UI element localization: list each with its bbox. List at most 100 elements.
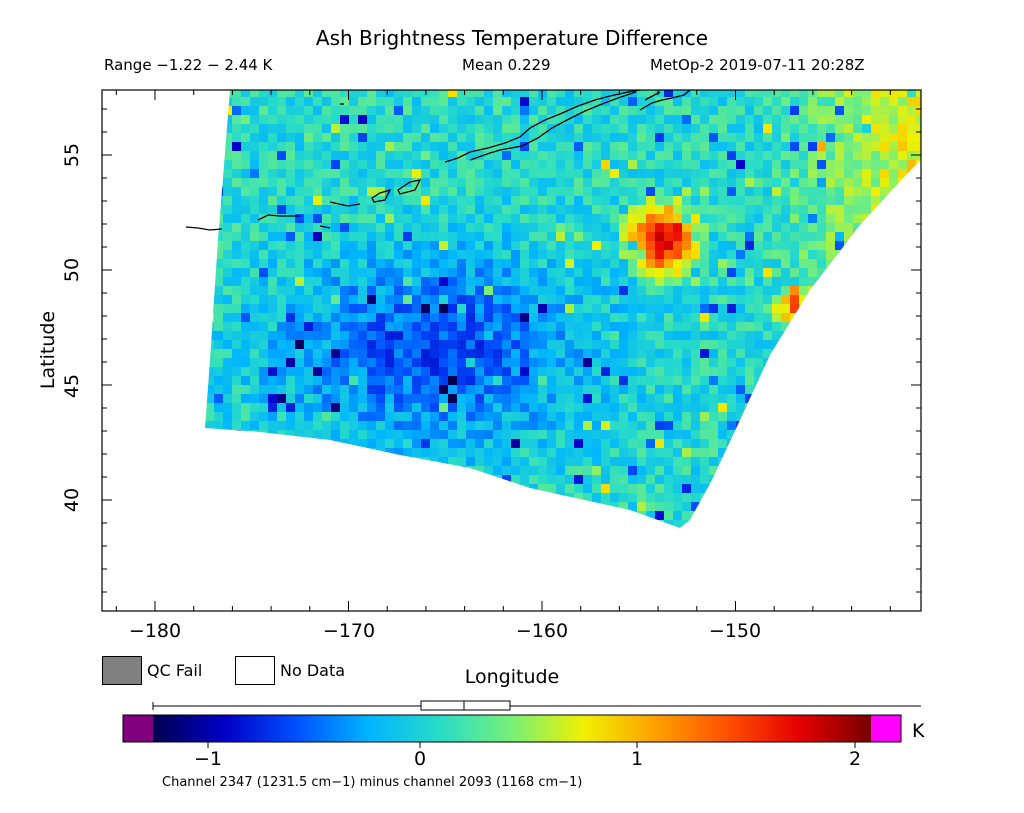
x-axis-label: Longitude [464, 666, 560, 688]
swath-pixel [313, 376, 322, 385]
swath-pixel [754, 133, 763, 142]
swath-pixel [277, 313, 286, 322]
swath-pixel [358, 412, 367, 421]
swath-pixel [655, 376, 664, 385]
swath-pixel [484, 385, 493, 394]
swath-pixel [601, 286, 610, 295]
swath-pixel [736, 376, 745, 385]
swath-pixel [673, 421, 682, 430]
swath-pixel [754, 160, 763, 169]
swath-pixel [529, 304, 538, 313]
swath-pixel [628, 196, 637, 205]
swath-pixel [502, 277, 511, 286]
swath-pixel [484, 403, 493, 412]
swath-pixel [493, 169, 502, 178]
swath-pixel [331, 90, 340, 97]
swath-pixel [223, 232, 232, 241]
swath-pixel [565, 196, 574, 205]
swath-pixel [754, 322, 763, 331]
swath-pixel [628, 484, 637, 493]
swath-pixel [727, 304, 736, 313]
swath-pixel [628, 97, 637, 106]
swath-pixel [304, 412, 313, 421]
swath-pixel [781, 295, 790, 304]
swath-pixel [763, 178, 772, 187]
swath-pixel [547, 295, 556, 304]
swath-pixel [313, 97, 322, 106]
swath-pixel [736, 259, 745, 268]
swath-pixel [493, 349, 502, 358]
swath-pixel [385, 358, 394, 367]
swath-pixel [520, 457, 529, 466]
swath-pixel [700, 124, 709, 133]
swath-pixel [799, 151, 808, 160]
swath-pixel [358, 385, 367, 394]
swath-pixel [853, 124, 862, 133]
swath-pixel [745, 232, 754, 241]
swath-pixel [529, 124, 538, 133]
swath-pixel [736, 178, 745, 187]
swath-pixel [601, 412, 610, 421]
swath-pixel [313, 268, 322, 277]
swath-pixel [349, 241, 358, 250]
swath-pixel [304, 178, 313, 187]
swath-pixel [322, 403, 331, 412]
swath-pixel [412, 295, 421, 304]
swath-pixel [448, 349, 457, 358]
swath-pixel [286, 241, 295, 250]
swath-pixel [547, 268, 556, 277]
swath-pixel [313, 385, 322, 394]
swath-pixel [592, 214, 601, 223]
swath-pixel [430, 196, 439, 205]
swath-pixel [637, 286, 646, 295]
swath-pixel [421, 331, 430, 340]
satellite-time-text: MetOp-2 2019-07-11 20:28Z [650, 56, 865, 74]
swath-pixel [700, 214, 709, 223]
swath-pixel [232, 97, 241, 106]
swath-pixel [835, 106, 844, 115]
swath-pixel [268, 421, 277, 430]
swath-pixel [439, 439, 448, 448]
swath-pixel [871, 106, 880, 115]
swath-pixel [583, 457, 592, 466]
swath-pixel [574, 295, 583, 304]
swath-pixel [583, 115, 592, 124]
swath-pixel [349, 187, 358, 196]
swath-pixel [304, 268, 313, 277]
swath-pixel [520, 259, 529, 268]
swath-pixel [367, 250, 376, 259]
swath-pixel [646, 349, 655, 358]
swath-pixel [358, 439, 367, 448]
swath-pixel [538, 313, 547, 322]
swath-pixel [835, 115, 844, 124]
swath-pixel [430, 90, 439, 97]
swath-pixel [421, 115, 430, 124]
swath-pixel [511, 160, 520, 169]
swath-pixel [826, 232, 835, 241]
swath-pixel [349, 304, 358, 313]
x-tick-label: −150 [708, 620, 762, 642]
swath-pixel [709, 124, 718, 133]
swath-pixel [304, 421, 313, 430]
swath-pixel [727, 205, 736, 214]
swath-pixel [835, 151, 844, 160]
swath-pixel [448, 412, 457, 421]
swath-pixel [691, 340, 700, 349]
swath-pixel [520, 313, 529, 322]
swath-pixel [547, 250, 556, 259]
swath-pixel [205, 385, 214, 394]
swath-pixel [637, 466, 646, 475]
swath-pixel [232, 232, 241, 241]
swath-pixel [637, 475, 646, 484]
swath-pixel [547, 439, 556, 448]
swath-pixel [619, 466, 628, 475]
swath-pixel [745, 394, 754, 403]
swath-pixel [367, 196, 376, 205]
swath-pixel [502, 403, 511, 412]
swath-pixel [295, 259, 304, 268]
swath-pixel [565, 376, 574, 385]
swath-pixel [565, 214, 574, 223]
swath-pixel [394, 439, 403, 448]
swath-pixel [322, 412, 331, 421]
swath-pixel [700, 133, 709, 142]
